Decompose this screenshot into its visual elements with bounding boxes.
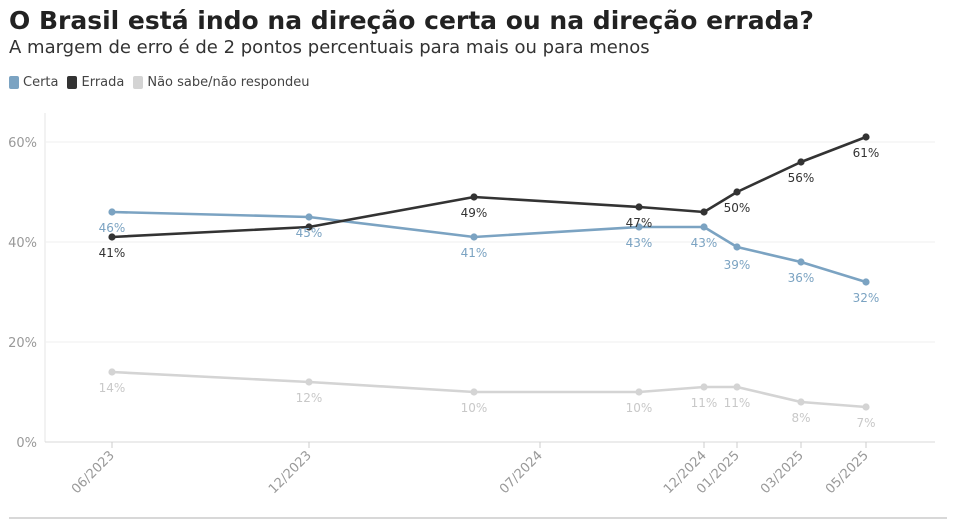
data-label-nao-sabe: 14%	[99, 381, 126, 395]
data-label-nao-sabe: 11%	[691, 396, 718, 410]
legend-item-errada[interactable]: Errada	[67, 75, 124, 90]
x-tick-label: 07/2024	[497, 448, 546, 497]
y-tick-label: 0%	[16, 436, 37, 451]
data-label-errada: 41%	[99, 246, 126, 260]
data-label-errada: 56%	[788, 171, 815, 185]
data-point-nao-sabe	[305, 378, 313, 386]
legend: Certa Errada Não sabe/não respondeu	[9, 75, 319, 90]
bottom-divider	[9, 517, 947, 519]
legend-swatch-certa	[9, 76, 19, 89]
data-label-nao-sabe: 11%	[724, 396, 751, 410]
x-tick-label: 05/2025	[823, 448, 872, 497]
legend-swatch-errada	[67, 76, 78, 89]
y-tick-label: 20%	[8, 336, 37, 351]
data-point-nao-sabe	[700, 383, 708, 391]
data-label-errada: 49%	[461, 206, 488, 220]
data-label-nao-sabe: 12%	[296, 391, 323, 405]
legend-swatch-nao-sabe	[133, 76, 144, 89]
data-label-nao-sabe: 7%	[856, 416, 875, 430]
data-label-certa: 39%	[724, 258, 751, 272]
data-point-nao-sabe	[635, 388, 643, 396]
data-point-certa	[635, 223, 643, 231]
data-point-errada	[108, 233, 116, 241]
data-point-nao-sabe	[797, 398, 805, 406]
data-label-certa: 43%	[626, 236, 653, 250]
data-point-errada	[305, 223, 313, 231]
data-point-nao-sabe	[470, 388, 478, 396]
data-label-errada: 61%	[853, 146, 880, 160]
data-point-certa	[733, 243, 741, 251]
series-line-certa	[111, 210, 867, 284]
data-point-certa	[108, 208, 116, 216]
legend-label-nao-sabe: Não sabe/não respondeu	[147, 75, 310, 90]
legend-item-nao-sabe[interactable]: Não sabe/não respondeu	[133, 75, 310, 90]
x-tick-label: 06/2023	[69, 448, 118, 497]
data-label-nao-sabe: 10%	[461, 401, 488, 415]
data-label-nao-sabe: 8%	[791, 411, 810, 425]
data-label-errada: 50%	[724, 201, 751, 215]
x-tick-label: 03/2025	[758, 448, 807, 497]
data-label-certa: 45%	[296, 226, 323, 240]
data-point-errada	[733, 188, 741, 196]
chart-title: O Brasil está indo na direção certa ou n…	[9, 6, 814, 35]
data-point-errada	[700, 208, 708, 216]
y-tick-label: 40%	[8, 236, 37, 251]
data-label-certa: 32%	[853, 291, 880, 305]
legend-item-certa[interactable]: Certa	[9, 75, 58, 90]
legend-label-certa: Certa	[23, 75, 59, 90]
data-point-errada	[635, 203, 643, 211]
data-point-errada	[797, 158, 805, 166]
data-point-certa	[700, 223, 708, 231]
data-point-certa	[470, 233, 478, 241]
x-tick-label: 12/2023	[266, 448, 315, 497]
chart-subtitle: A margem de erro é de 2 pontos percentua…	[9, 37, 650, 58]
series-line-errada	[111, 135, 867, 239]
data-point-certa	[797, 258, 805, 266]
data-label-certa: 43%	[691, 236, 718, 250]
data-point-nao-sabe	[733, 383, 741, 391]
data-point-errada	[470, 193, 478, 201]
data-label-certa: 36%	[788, 271, 815, 285]
data-label-errada: 47%	[626, 216, 653, 230]
data-point-errada	[862, 133, 870, 141]
series-line-nao-sabe	[111, 370, 867, 409]
data-point-nao-sabe	[862, 403, 870, 411]
y-tick-label: 60%	[8, 136, 37, 151]
data-point-certa	[862, 278, 870, 286]
data-label-certa: 41%	[461, 246, 488, 260]
legend-label-errada: Errada	[81, 75, 125, 90]
data-label-certa: 46%	[99, 221, 126, 235]
data-point-certa	[305, 213, 313, 221]
data-point-nao-sabe	[108, 368, 116, 376]
data-label-nao-sabe: 10%	[626, 401, 653, 415]
